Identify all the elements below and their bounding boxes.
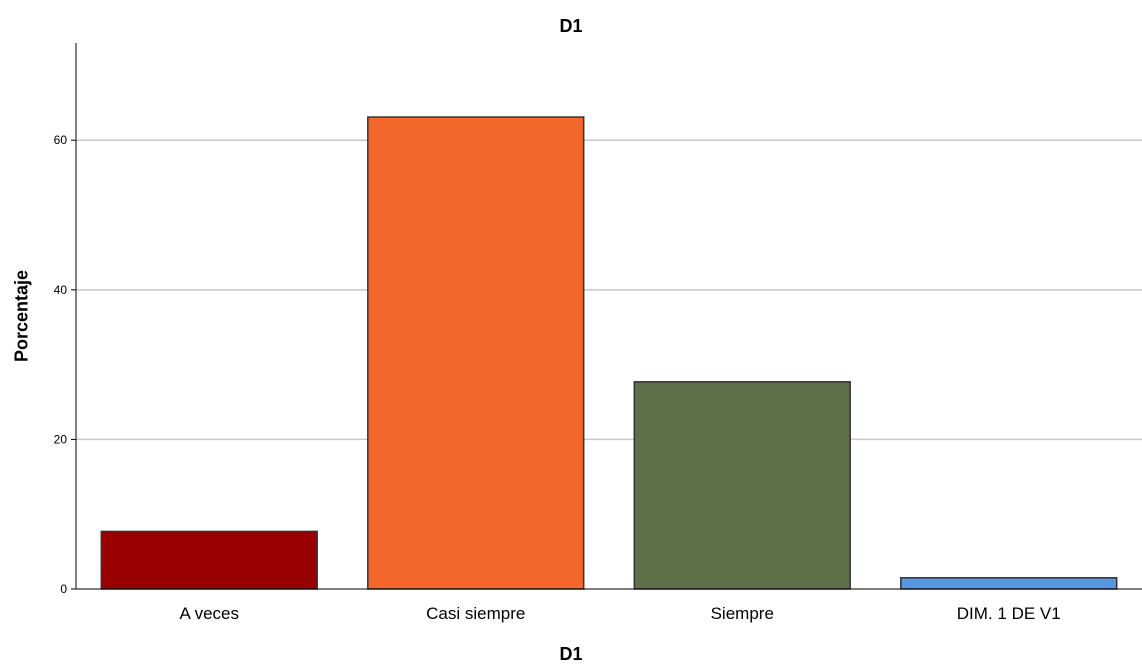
y-tick-label-0: 0 <box>60 582 67 596</box>
x-tick-label-3: DIM. 1 DE V1 <box>957 604 1061 623</box>
x-axis-title: D1 <box>559 644 583 664</box>
bar-1 <box>367 116 585 590</box>
x-tick-label-0: A veces <box>179 604 239 623</box>
x-tick-label-2: Siempre <box>711 604 774 623</box>
chart-title: D1 <box>559 16 583 36</box>
x-tick-label-1: Casi siempre <box>426 604 525 623</box>
bar-0 <box>100 530 318 590</box>
bar-3 <box>900 577 1118 590</box>
y-tick-label-20: 20 <box>54 432 68 446</box>
bar-2 <box>633 381 851 590</box>
y-tick-label-60: 60 <box>54 133 68 147</box>
y-tick-label-40: 40 <box>54 283 68 297</box>
